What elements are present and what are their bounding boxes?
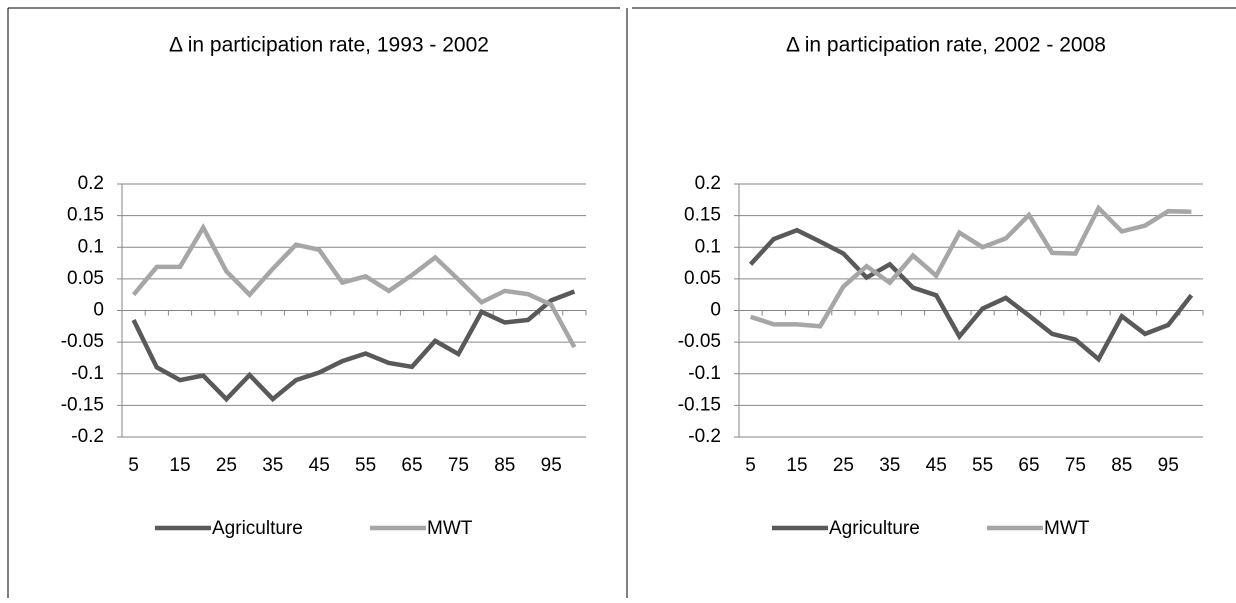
y-tick-label: -0.1 xyxy=(688,363,721,384)
y-tick-label: 0.1 xyxy=(695,236,721,257)
x-tick-label: 55 xyxy=(355,455,376,476)
x-tick-label: 85 xyxy=(1111,455,1132,476)
x-tick-label: 95 xyxy=(541,455,562,476)
x-tick-label: 65 xyxy=(401,455,422,476)
y-tick-label: 0.1 xyxy=(78,236,104,257)
y-tick-label: -0.2 xyxy=(688,426,721,447)
data-line xyxy=(131,289,576,403)
x-tick-label: 15 xyxy=(786,455,807,476)
y-tick-label: 0 xyxy=(710,300,721,321)
x-tick-label: 95 xyxy=(1158,455,1179,476)
chart-title: Δ in participation rate, 2002 - 2008 xyxy=(786,34,1106,57)
x-tick-label: 25 xyxy=(833,455,854,476)
legend-label: Agriculture xyxy=(212,518,303,539)
legend-label: MWT xyxy=(1044,518,1090,539)
x-tick-label: 5 xyxy=(745,455,756,476)
x-tick-label: 65 xyxy=(1018,455,1039,476)
data-line xyxy=(748,227,1194,363)
y-tick-label: 0.15 xyxy=(67,205,104,226)
x-tick-label: 35 xyxy=(262,455,283,476)
x-tick-label: 35 xyxy=(879,455,900,476)
data-line xyxy=(749,204,1192,329)
y-tick-label: -0.2 xyxy=(71,426,104,447)
x-tick-label: 55 xyxy=(972,455,993,476)
x-tick-label: 45 xyxy=(926,455,947,476)
y-tick-label: 0 xyxy=(93,300,104,321)
y-tick-label: -0.1 xyxy=(71,363,104,384)
data-line xyxy=(131,222,577,349)
y-tick-label: 0.05 xyxy=(67,268,104,289)
y-tick-label: -0.15 xyxy=(678,394,721,415)
x-tick-label: 45 xyxy=(309,455,330,476)
y-tick-label: 0.2 xyxy=(695,173,721,194)
x-tick-label: 85 xyxy=(494,455,515,476)
x-tick-label: 25 xyxy=(216,455,237,476)
legend-label: Agriculture xyxy=(829,518,920,539)
y-tick-label: 0.05 xyxy=(684,268,721,289)
chart-title: Δ in participation rate, 1993 - 2002 xyxy=(169,34,489,57)
y-tick-label: -0.05 xyxy=(61,331,104,352)
x-tick-label: 75 xyxy=(1065,455,1086,476)
y-tick-label: 0.15 xyxy=(684,205,721,226)
y-tick-label: -0.15 xyxy=(61,394,104,415)
y-tick-label: 0.2 xyxy=(78,173,104,194)
x-tick-label: 75 xyxy=(448,455,469,476)
x-tick-label: 15 xyxy=(169,455,190,476)
x-tick-label: 5 xyxy=(128,455,139,476)
y-tick-label: -0.05 xyxy=(678,331,721,352)
legend-label: MWT xyxy=(427,518,473,539)
